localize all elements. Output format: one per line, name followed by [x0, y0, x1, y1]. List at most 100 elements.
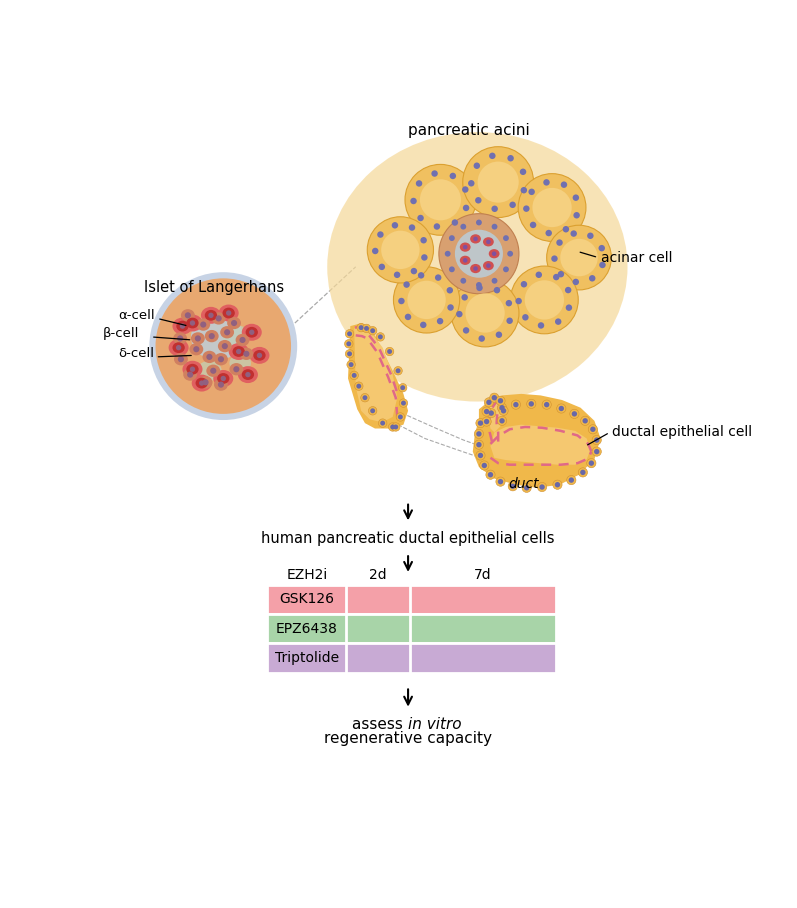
Circle shape — [463, 245, 468, 250]
Circle shape — [484, 409, 489, 414]
Circle shape — [540, 484, 545, 489]
Text: δ-cell: δ-cell — [119, 348, 155, 360]
Ellipse shape — [212, 312, 226, 324]
Circle shape — [224, 330, 230, 335]
Circle shape — [418, 272, 424, 279]
Circle shape — [509, 202, 516, 208]
Circle shape — [589, 460, 594, 466]
Circle shape — [208, 312, 214, 318]
Circle shape — [476, 220, 482, 225]
Circle shape — [516, 298, 522, 304]
Ellipse shape — [229, 343, 249, 360]
Circle shape — [571, 231, 577, 237]
Ellipse shape — [253, 350, 265, 360]
Circle shape — [561, 182, 567, 188]
Circle shape — [500, 418, 505, 423]
Circle shape — [435, 274, 442, 281]
Circle shape — [206, 354, 213, 360]
Circle shape — [347, 360, 355, 369]
Circle shape — [370, 329, 375, 333]
Circle shape — [513, 402, 519, 408]
Circle shape — [496, 331, 502, 338]
Text: duct: duct — [508, 477, 539, 491]
Ellipse shape — [176, 321, 189, 331]
Circle shape — [492, 223, 497, 230]
Circle shape — [594, 438, 599, 443]
Circle shape — [524, 281, 564, 320]
Circle shape — [486, 400, 492, 405]
Text: GSK126: GSK126 — [279, 592, 334, 607]
Polygon shape — [354, 326, 397, 422]
Circle shape — [370, 409, 375, 413]
Circle shape — [421, 254, 428, 261]
Ellipse shape — [192, 375, 212, 391]
Ellipse shape — [190, 343, 203, 355]
Circle shape — [377, 232, 383, 238]
Polygon shape — [473, 394, 601, 488]
Circle shape — [520, 169, 526, 175]
Circle shape — [565, 287, 571, 293]
Circle shape — [388, 423, 397, 431]
Circle shape — [570, 410, 579, 419]
Ellipse shape — [241, 370, 254, 380]
Circle shape — [542, 400, 552, 410]
Circle shape — [452, 220, 458, 226]
Circle shape — [475, 197, 481, 203]
Circle shape — [257, 352, 262, 358]
Polygon shape — [490, 425, 591, 465]
Ellipse shape — [169, 340, 189, 356]
Circle shape — [218, 381, 224, 388]
Circle shape — [461, 294, 468, 301]
Ellipse shape — [241, 324, 261, 340]
Circle shape — [231, 320, 238, 326]
Circle shape — [511, 400, 520, 410]
Text: α-cell: α-cell — [119, 309, 155, 321]
Circle shape — [477, 453, 483, 459]
Ellipse shape — [196, 319, 210, 331]
Circle shape — [555, 482, 560, 488]
Circle shape — [178, 356, 184, 362]
Circle shape — [348, 362, 354, 367]
Circle shape — [478, 335, 485, 341]
Ellipse shape — [328, 132, 627, 401]
Circle shape — [394, 367, 402, 375]
Text: in vitro: in vitro — [408, 717, 461, 732]
Ellipse shape — [183, 369, 197, 380]
Polygon shape — [267, 585, 556, 614]
Circle shape — [482, 417, 491, 426]
Ellipse shape — [197, 360, 222, 380]
Circle shape — [409, 224, 415, 231]
Circle shape — [579, 468, 587, 477]
Circle shape — [210, 368, 216, 374]
Circle shape — [499, 406, 508, 416]
Circle shape — [498, 479, 503, 484]
Circle shape — [398, 414, 402, 419]
Circle shape — [200, 321, 206, 328]
Circle shape — [347, 351, 352, 356]
Circle shape — [468, 180, 474, 186]
Circle shape — [405, 164, 476, 235]
Circle shape — [344, 340, 353, 348]
Circle shape — [455, 230, 503, 278]
Circle shape — [351, 373, 356, 378]
Ellipse shape — [220, 326, 234, 339]
Circle shape — [391, 425, 395, 429]
Circle shape — [381, 231, 419, 269]
Circle shape — [368, 407, 377, 415]
Ellipse shape — [227, 317, 241, 330]
Ellipse shape — [489, 249, 500, 259]
Text: EPZ6438: EPZ6438 — [276, 622, 338, 636]
Ellipse shape — [239, 348, 253, 360]
Circle shape — [583, 418, 588, 423]
Circle shape — [363, 395, 367, 400]
Circle shape — [599, 245, 605, 252]
Circle shape — [496, 396, 505, 405]
Circle shape — [380, 420, 385, 426]
Circle shape — [587, 459, 596, 468]
Circle shape — [473, 163, 480, 169]
Ellipse shape — [236, 334, 249, 346]
Circle shape — [249, 330, 254, 335]
Text: regenerative capacity: regenerative capacity — [324, 731, 492, 746]
Circle shape — [536, 271, 542, 278]
Polygon shape — [267, 614, 556, 644]
